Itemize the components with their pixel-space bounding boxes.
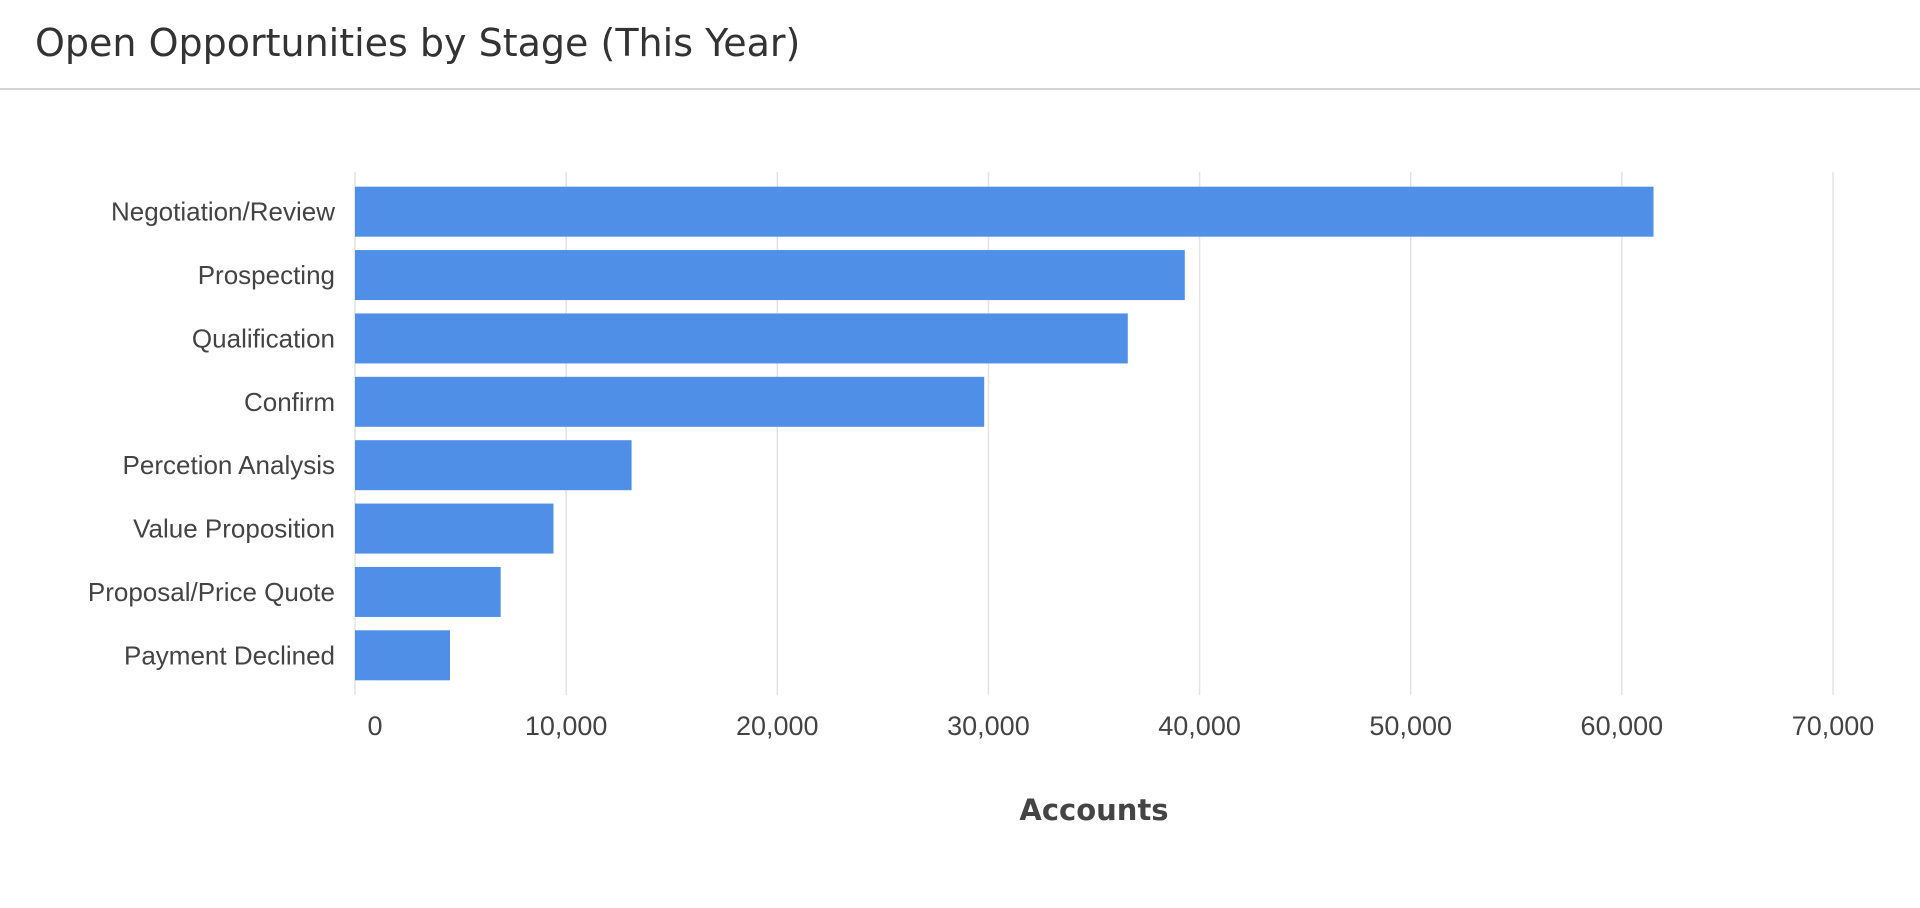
bar[interactable] [355,440,632,491]
category-label: Proposal/Price Quote [88,577,335,607]
bar[interactable] [355,630,451,681]
x-tick-label: 30,000 [947,711,1030,741]
category-label: Payment Declined [124,640,335,670]
x-tick-label: 0 [367,711,382,741]
bar[interactable] [355,250,1185,301]
category-label: Negotiation/Review [111,197,335,227]
x-tick-label: 10,000 [525,711,608,741]
bar-chart: 0 10,000 20,000 30,000 40,000 50,000 60,000 70,… [88,172,1875,827]
x-tick-label: 60,000 [1581,711,1664,741]
x-tick-label: 40,000 [1158,711,1241,741]
category-label: Confirm [244,387,335,417]
bar[interactable] [355,376,985,427]
widget-header: Open Opportunities by Stage (This Year) [0,0,1920,90]
category-label: Prospecting [198,260,335,290]
bar[interactable] [355,566,501,617]
page-title: Open Opportunities by Stage (This Year) [35,21,801,65]
chart-area: 0 10,000 20,000 30,000 40,000 50,000 60,000 70,… [0,92,1920,908]
x-tick-label: 20,000 [736,711,819,741]
bar[interactable] [355,186,1654,237]
x-tick-label: 70,000 [1792,711,1875,741]
x-tick-label: 50,000 [1369,711,1452,741]
bar[interactable] [355,313,1128,364]
x-axis-title: Accounts [1019,793,1168,827]
category-label: Value Proposition [133,514,335,544]
category-label: Qualification [192,323,335,353]
category-label: Percetion Analysis [123,450,335,480]
bar[interactable] [355,503,554,554]
